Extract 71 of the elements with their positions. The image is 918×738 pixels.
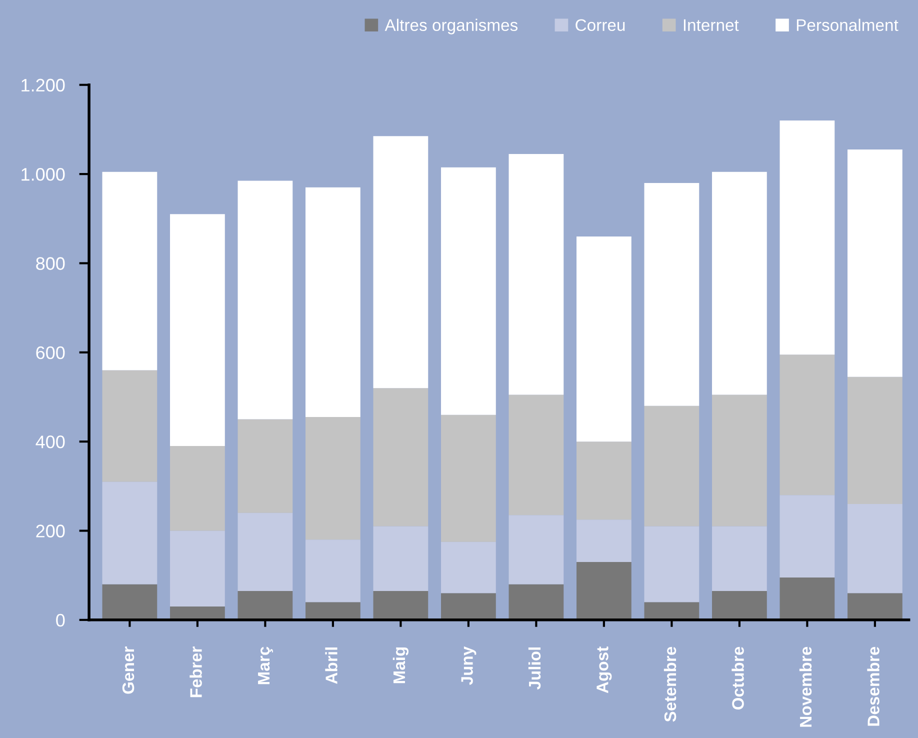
bar [780, 495, 835, 578]
y-tick-label: 0 [56, 614, 65, 627]
bar [576, 236, 632, 442]
bar [102, 584, 158, 620]
bar [508, 394, 564, 516]
x-tick-label: Juliol [528, 647, 541, 690]
y-tick-label: 800 [36, 257, 65, 270]
bar [508, 154, 564, 395]
legend-label: Internet [684, 19, 739, 32]
bar [441, 167, 496, 415]
x-tick-label: Gener [122, 646, 134, 694]
bar [644, 602, 700, 620]
y-tick-label: 1.000 [22, 168, 65, 181]
bar [848, 150, 902, 377]
x-tick-label: Novembre [799, 646, 812, 727]
bar [644, 182, 700, 406]
legend-label: Personalment [796, 18, 898, 32]
bar [848, 593, 902, 620]
bar [508, 515, 564, 584]
bar [780, 120, 835, 355]
bar [508, 584, 564, 620]
bar [644, 406, 700, 526]
x-tick-label: Maig [392, 647, 408, 684]
bar [238, 180, 293, 420]
legend-label: Correu [576, 19, 625, 32]
bar [238, 590, 293, 620]
bar [576, 442, 632, 520]
bar [170, 606, 225, 620]
x-tick-label: Octubre [732, 646, 744, 710]
bar [170, 214, 225, 446]
bar [712, 526, 767, 591]
bar [306, 602, 360, 620]
x-tick-label: Desembre [867, 646, 880, 726]
bar [848, 504, 902, 594]
bar [238, 419, 293, 513]
bar [170, 530, 225, 607]
bar [373, 526, 428, 591]
bar [102, 482, 158, 584]
x-tick-label: Agost [596, 646, 612, 694]
bar [102, 370, 158, 482]
bar [306, 187, 360, 418]
bar [373, 136, 428, 388]
bar [102, 172, 158, 370]
bar [373, 590, 428, 620]
x-tick-label: Febrer [190, 646, 202, 698]
bar [712, 394, 767, 526]
x-tick-label: Setembre [664, 646, 676, 722]
y-tick-label: 200 [36, 524, 65, 538]
bar [576, 562, 632, 620]
bar [170, 446, 225, 531]
bar [780, 578, 835, 620]
bar [712, 172, 767, 395]
bar [848, 376, 902, 504]
bar [780, 354, 835, 496]
bar [576, 520, 632, 562]
bar [441, 542, 496, 594]
bar [238, 512, 293, 591]
y-tick-label: 600 [36, 346, 65, 360]
x-tick-label: Març [258, 646, 273, 684]
bar [441, 414, 496, 542]
x-tick-label: Juny [461, 646, 476, 685]
bar [373, 388, 428, 526]
bar [712, 590, 767, 620]
x-tick-label: Abril [325, 647, 338, 684]
bar [306, 540, 360, 602]
bar [644, 526, 700, 602]
y-tick-label: 1.200 [22, 78, 65, 92]
bar [441, 593, 496, 620]
y-tick-label: 400 [36, 436, 65, 448]
bar [306, 417, 360, 540]
legend-label: Altres organismes [384, 18, 518, 34]
